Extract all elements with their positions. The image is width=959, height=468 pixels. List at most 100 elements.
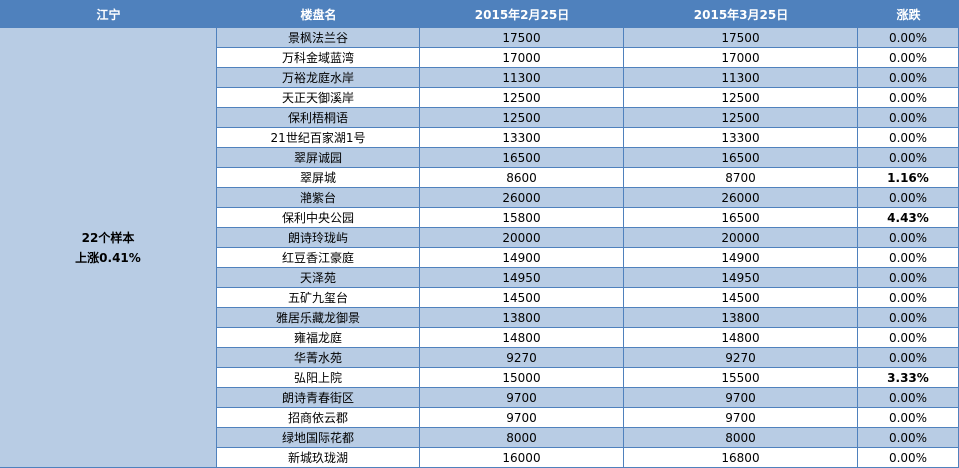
property-name-cell[interactable]: 朗诗青春街区 xyxy=(217,388,420,408)
change-cell[interactable]: 0.00% xyxy=(858,48,959,68)
price-feb-cell[interactable]: 8600 xyxy=(420,168,624,188)
change-cell[interactable]: 0.00% xyxy=(858,188,959,208)
change-cell[interactable]: 0.00% xyxy=(858,28,959,48)
price-mar-cell[interactable]: 13800 xyxy=(624,308,858,328)
change-cell[interactable]: 0.00% xyxy=(858,348,959,368)
price-feb-cell[interactable]: 20000 xyxy=(420,228,624,248)
table-row: 朗诗玲珑屿 20000 20000 0.00% xyxy=(217,228,959,248)
price-mar-cell[interactable]: 15500 xyxy=(624,368,858,388)
price-mar-cell[interactable]: 17500 xyxy=(624,28,858,48)
property-name-cell[interactable]: 新城玖珑湖 xyxy=(217,448,420,468)
price-mar-cell[interactable]: 11300 xyxy=(624,68,858,88)
price-mar-cell[interactable]: 8700 xyxy=(624,168,858,188)
header-date-feb: 2015年2月25日 xyxy=(474,7,570,22)
property-name-cell[interactable]: 招商依云郡 xyxy=(217,408,420,428)
change-cell[interactable]: 0.00% xyxy=(858,108,959,128)
price-mar-cell[interactable]: 26000 xyxy=(624,188,858,208)
price-feb-cell[interactable]: 16500 xyxy=(420,148,624,168)
change-cell[interactable]: 0.00% xyxy=(858,288,959,308)
price-feb-cell[interactable]: 13800 xyxy=(420,308,624,328)
table-row: 新城玖珑湖 16000 16800 0.00% xyxy=(217,448,959,468)
property-name-cell[interactable]: 翠屏城 xyxy=(217,168,420,188)
table-row: 景枫法兰谷 17500 17500 0.00% xyxy=(217,28,959,48)
price-mar-cell[interactable]: 14950 xyxy=(624,268,858,288)
change-cell[interactable]: 0.00% xyxy=(858,68,959,88)
property-name-cell[interactable]: 弘阳上院 xyxy=(217,368,420,388)
table-row: 滟紫台 26000 26000 0.00% xyxy=(217,188,959,208)
price-mar-cell[interactable]: 16500 xyxy=(624,208,858,228)
property-name-cell[interactable]: 华菁水苑 xyxy=(217,348,420,368)
price-feb-cell[interactable]: 12500 xyxy=(420,88,624,108)
price-mar-cell[interactable]: 8000 xyxy=(624,428,858,448)
property-name-cell[interactable]: 21世纪百家湖1号 xyxy=(217,128,420,148)
change-cell[interactable]: 0.00% xyxy=(858,128,959,148)
price-mar-cell[interactable]: 14900 xyxy=(624,248,858,268)
price-feb-cell[interactable]: 15800 xyxy=(420,208,624,228)
property-name-cell[interactable]: 红豆香江豪庭 xyxy=(217,248,420,268)
change-cell[interactable]: 0.00% xyxy=(858,228,959,248)
price-feb-cell[interactable]: 9270 xyxy=(420,348,624,368)
property-name-cell[interactable]: 滟紫台 xyxy=(217,188,420,208)
property-name-cell[interactable]: 天正天御溪岸 xyxy=(217,88,420,108)
price-mar-cell[interactable]: 16500 xyxy=(624,148,858,168)
table-body: 景枫法兰谷 17500 17500 0.00% 万科金域蓝湾 17000 17000 0.00… xyxy=(217,28,959,468)
property-name-cell[interactable]: 翠屏诚园 xyxy=(217,148,420,168)
sample-count-label: 22个样本 xyxy=(81,230,135,245)
table-row: 保利中央公园 15800 16500 4.43% xyxy=(217,208,959,228)
price-feb-cell[interactable]: 14950 xyxy=(420,268,624,288)
property-name-cell[interactable]: 保利梧桐语 xyxy=(217,108,420,128)
price-feb-cell[interactable]: 16000 xyxy=(420,448,624,468)
property-name-cell[interactable]: 朗诗玲珑屿 xyxy=(217,228,420,248)
price-mar-cell[interactable]: 13300 xyxy=(624,128,858,148)
change-cell[interactable]: 4.43% xyxy=(858,208,959,228)
change-cell[interactable]: 0.00% xyxy=(858,448,959,468)
price-mar-cell[interactable]: 12500 xyxy=(624,88,858,108)
change-cell[interactable]: 0.00% xyxy=(858,328,959,348)
price-mar-cell[interactable]: 9700 xyxy=(624,408,858,428)
price-mar-cell[interactable]: 20000 xyxy=(624,228,858,248)
property-name-cell[interactable]: 雅居乐藏龙御景 xyxy=(217,308,420,328)
change-cell[interactable]: 0.00% xyxy=(858,88,959,108)
price-feb-cell[interactable]: 9700 xyxy=(420,408,624,428)
table-row: 翠屏诚园 16500 16500 0.00% xyxy=(217,148,959,168)
change-cell[interactable]: 3.33% xyxy=(858,368,959,388)
table-row: 翠屏城 8600 8700 1.16% xyxy=(217,168,959,188)
change-cell[interactable]: 0.00% xyxy=(858,148,959,168)
price-mar-cell[interactable]: 12500 xyxy=(624,108,858,128)
price-feb-cell[interactable]: 14900 xyxy=(420,248,624,268)
change-cell[interactable]: 0.00% xyxy=(858,428,959,448)
table-row: 天泽苑 14950 14950 0.00% xyxy=(217,268,959,288)
price-feb-cell[interactable]: 8000 xyxy=(420,428,624,448)
price-feb-cell[interactable]: 9700 xyxy=(420,388,624,408)
change-cell[interactable]: 0.00% xyxy=(858,268,959,288)
price-feb-cell[interactable]: 17500 xyxy=(420,28,624,48)
price-mar-cell[interactable]: 17000 xyxy=(624,48,858,68)
price-mar-cell[interactable]: 14500 xyxy=(624,288,858,308)
price-feb-cell[interactable]: 15000 xyxy=(420,368,624,388)
property-name-cell[interactable]: 景枫法兰谷 xyxy=(217,28,420,48)
property-name-cell[interactable]: 绿地国际花都 xyxy=(217,428,420,448)
price-feb-cell[interactable]: 11300 xyxy=(420,68,624,88)
change-cell[interactable]: 1.16% xyxy=(858,168,959,188)
price-feb-cell[interactable]: 14500 xyxy=(420,288,624,308)
price-feb-cell[interactable]: 12500 xyxy=(420,108,624,128)
price-feb-cell[interactable]: 17000 xyxy=(420,48,624,68)
property-name-cell[interactable]: 雍福龙庭 xyxy=(217,328,420,348)
property-name-cell[interactable]: 五矿九玺台 xyxy=(217,288,420,308)
change-cell[interactable]: 0.00% xyxy=(858,308,959,328)
price-mar-cell[interactable]: 16800 xyxy=(624,448,858,468)
change-cell[interactable]: 0.00% xyxy=(858,408,959,428)
price-mar-cell[interactable]: 9700 xyxy=(624,388,858,408)
change-cell[interactable]: 0.00% xyxy=(858,388,959,408)
price-feb-cell[interactable]: 13300 xyxy=(420,128,624,148)
price-feb-cell[interactable]: 26000 xyxy=(420,188,624,208)
price-mar-cell[interactable]: 14800 xyxy=(624,328,858,348)
property-name-cell[interactable]: 万科金域蓝湾 xyxy=(217,48,420,68)
table-row: 万科金域蓝湾 17000 17000 0.00% xyxy=(217,48,959,68)
price-mar-cell[interactable]: 9270 xyxy=(624,348,858,368)
price-feb-cell[interactable]: 14800 xyxy=(420,328,624,348)
change-cell[interactable]: 0.00% xyxy=(858,248,959,268)
property-name-cell[interactable]: 保利中央公园 xyxy=(217,208,420,228)
property-name-cell[interactable]: 天泽苑 xyxy=(217,268,420,288)
property-name-cell[interactable]: 万裕龙庭水岸 xyxy=(217,68,420,88)
